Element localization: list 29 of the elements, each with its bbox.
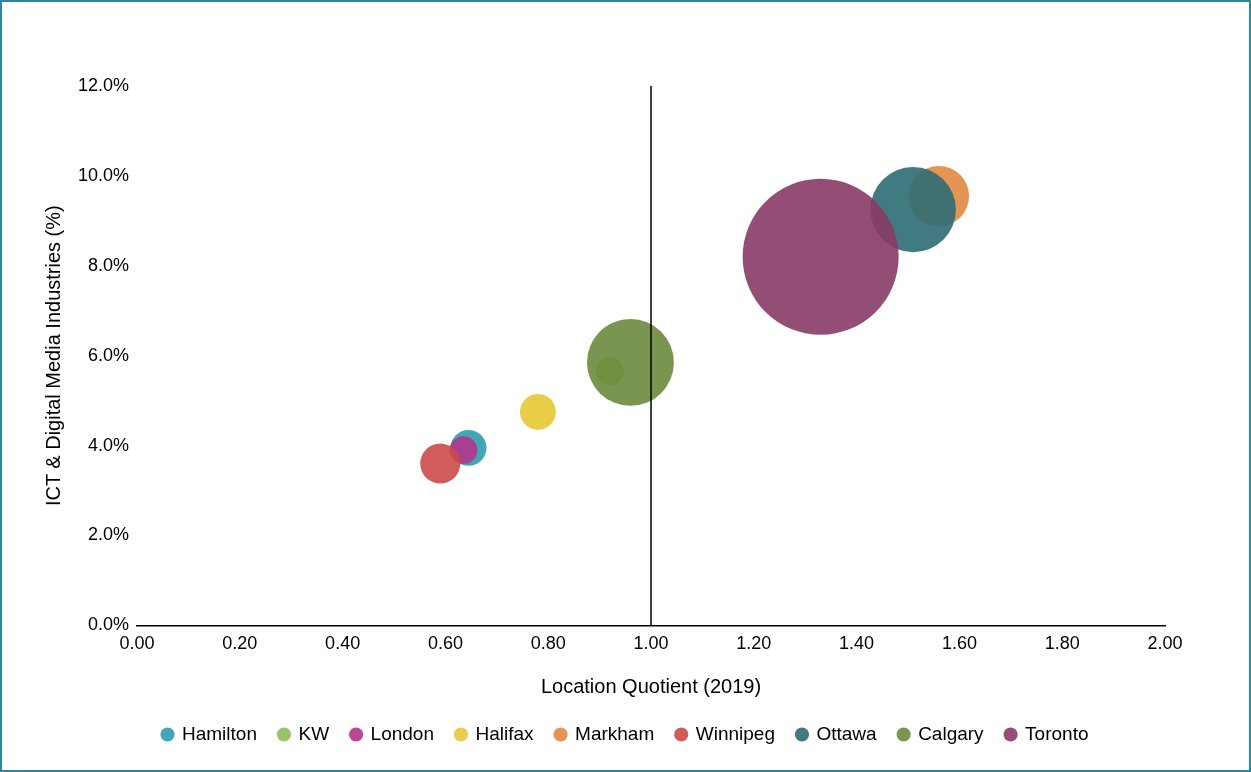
- x-tick-label: 0.40: [325, 633, 361, 654]
- x-tick-label: 1.60: [941, 633, 977, 654]
- legend-label: Winnipeg: [695, 722, 775, 744]
- legend-label: Markham: [575, 722, 655, 744]
- y-tick-label: 0.0%: [88, 614, 130, 635]
- legend-label: London: [370, 722, 434, 744]
- x-tick-label: 0.00: [119, 633, 155, 654]
- x-tick-label: 1.00: [633, 633, 669, 654]
- x-tick-label: 1.20: [736, 633, 772, 654]
- legend-label: Hamilton: [182, 722, 257, 744]
- legend-label: KW: [298, 722, 330, 744]
- legend-label: Toronto: [1025, 722, 1089, 744]
- x-tick-label: 0.80: [530, 633, 566, 654]
- y-tick-label: 2.0%: [88, 524, 130, 545]
- y-tick-label: 12.0%: [77, 74, 130, 95]
- y-tick-label: 8.0%: [88, 254, 130, 275]
- y-axis-title: ICT & Digital Media Industries (%): [41, 205, 64, 507]
- y-tick-label: 10.0%: [77, 164, 130, 185]
- legend-label: Calgary: [918, 722, 985, 744]
- y-tick-label: 6.0%: [88, 344, 130, 365]
- x-tick-label: 0.60: [427, 633, 463, 654]
- x-tick-label: 0.20: [222, 633, 258, 654]
- legend-label: Halifax: [475, 722, 535, 744]
- legend-label: Ottawa: [816, 722, 878, 744]
- x-tick-label: 1.80: [1044, 633, 1080, 654]
- x-tick-label: 2.00: [1147, 633, 1183, 654]
- y-tick-label: 4.0%: [88, 434, 130, 455]
- x-tick-label: 1.40: [839, 633, 875, 654]
- x-axis-title: Location Quotient (2019): [540, 674, 762, 697]
